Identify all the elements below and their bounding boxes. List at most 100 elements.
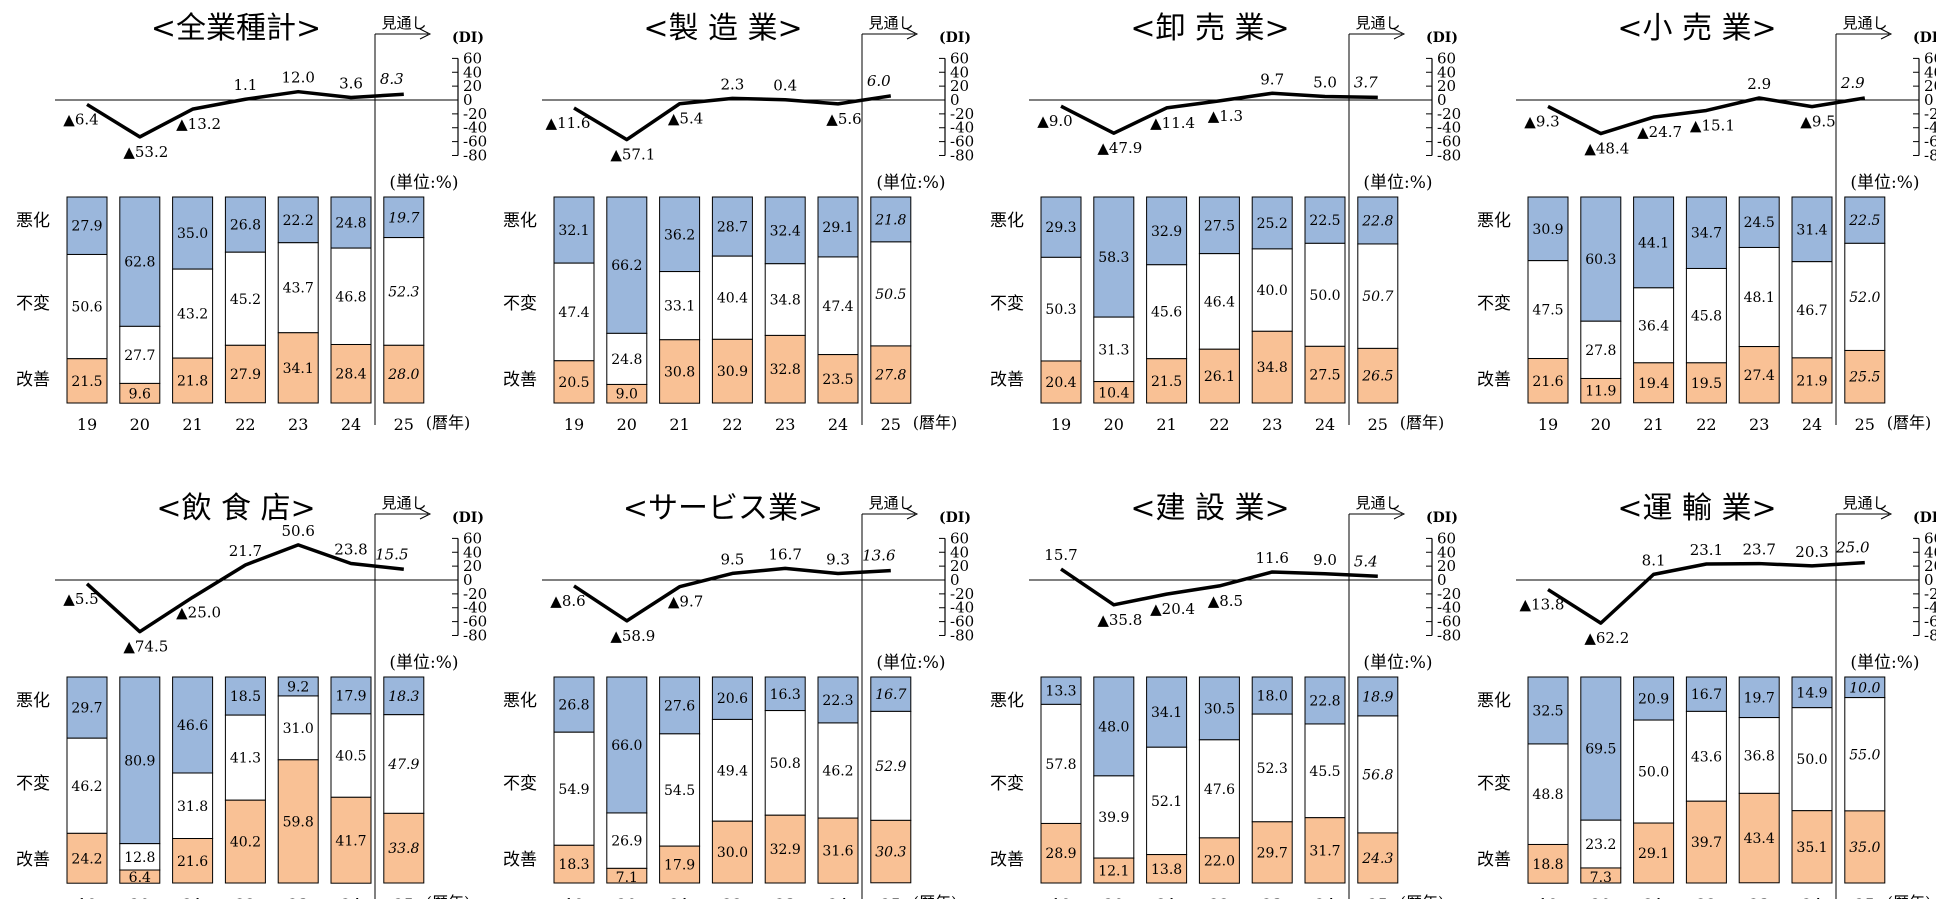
di-line [1547, 96, 1866, 136]
di-value-label: 12.0 [281, 69, 314, 87]
di-tick-label: -20 [950, 105, 974, 123]
di-axis-label: (DI) [1426, 30, 1458, 46]
di-value-label: ▲9.3 [1524, 112, 1559, 130]
di-tick-label: -80 [463, 626, 487, 644]
bar-value-label: 31.6 [822, 844, 853, 860]
di-value-label: ▲47.9 [1097, 139, 1142, 157]
row-label: 改善 [990, 370, 1024, 390]
di-value-label: 23.8 [334, 540, 367, 558]
bar-value-label: 27.5 [1309, 368, 1340, 384]
di-value-label: 3.7 [1354, 73, 1378, 91]
bar-segment [606, 812, 648, 869]
row-label: 改善 [16, 370, 50, 390]
unit-label: (単位:%) [1363, 173, 1432, 193]
bar-value-label: 30.5 [1204, 701, 1235, 717]
bar-segment [1791, 357, 1833, 404]
x-tick-label: 24 [1315, 895, 1335, 899]
x-tick-label: 25 [881, 415, 901, 434]
x-tick-label: 21 [1643, 895, 1663, 899]
bar-segment [1738, 792, 1780, 884]
di-value-label: ▲57.1 [610, 146, 655, 164]
x-tick-label: 22 [1696, 895, 1716, 899]
di-value-label: ▲62.2 [1584, 629, 1629, 647]
bar-value-label: 46.2 [822, 764, 853, 780]
di-tick-label: -40 [950, 119, 974, 137]
bar-value-label: 7.1 [616, 870, 638, 886]
di-value-label: ▲8.5 [1208, 592, 1243, 610]
bar-value-label: 10.4 [1098, 385, 1129, 401]
bar-segment [224, 676, 266, 716]
di-tick-label: -40 [1924, 119, 1936, 137]
di-axis-label: (DI) [452, 510, 484, 526]
chart-title: <卸 売 業> [1130, 11, 1289, 46]
di-value-label: 50.6 [281, 522, 314, 540]
di-value-label: 5.0 [1313, 74, 1337, 92]
bar-segment [1844, 810, 1886, 884]
di-line [85, 543, 404, 634]
di-tick-label: -60 [1437, 613, 1461, 631]
di-value-label: ▲6.4 [63, 110, 98, 128]
bar-value-label: 34.7 [1691, 226, 1722, 242]
di-tick-label: 20 [463, 557, 482, 575]
bar-value-label: 21.8 [177, 374, 208, 390]
chart-panel: <卸 売 業> (DI)見通し6040200-20-40-60-80▲9.0▲47… [990, 11, 1461, 434]
bar-value-label: 47.9 [387, 757, 419, 773]
bar-segment [711, 196, 753, 257]
di-value-label: ▲9.5 [1800, 113, 1835, 131]
bar-value-label: 19.7 [388, 210, 419, 226]
di-tick-label: -80 [1924, 146, 1936, 164]
x-tick-label: 24 [828, 895, 848, 899]
bar-segment [172, 838, 214, 884]
x-tick-label: 20 [130, 895, 150, 899]
bar-value-label: 47.4 [558, 305, 589, 321]
bar-segment [1251, 330, 1293, 404]
di-value-label: 0.4 [773, 77, 797, 95]
di-tick-label: 40 [1437, 543, 1456, 561]
bar-value-label: 36.2 [664, 227, 695, 243]
bar-segment [1146, 854, 1188, 884]
di-tick-label: -20 [1924, 105, 1936, 123]
bar-value-label: 49.4 [717, 763, 748, 779]
row-label: 悪化 [16, 691, 50, 711]
di-tick-label: -60 [463, 613, 487, 631]
di-tick-label: 60 [463, 529, 482, 547]
bar-value-label: 46.4 [1204, 294, 1235, 310]
di-tick-label: 20 [1437, 557, 1456, 575]
bar-value-label: 50.6 [71, 300, 102, 316]
di-value-label: 20.3 [1795, 543, 1828, 561]
di-value-label: 8.1 [1642, 551, 1666, 569]
di-value-label: ▲15.1 [1690, 116, 1735, 134]
bar-value-label: 35.0 [177, 226, 208, 242]
di-tick-label: -60 [950, 133, 974, 151]
bar-value-label: 26.5 [1361, 369, 1393, 385]
bar-segment [1357, 676, 1399, 717]
di-value-label: 1.1 [233, 76, 257, 94]
bar-value-label: 27.9 [71, 219, 102, 235]
bar-value-label: 21.6 [1532, 374, 1563, 390]
bar-segment [870, 345, 912, 404]
di-tick-label: -20 [1437, 105, 1461, 123]
bar-value-label: 28.0 [387, 367, 419, 383]
di-tick-label: 60 [1437, 529, 1456, 547]
di-value-label: 13.6 [862, 547, 896, 565]
di-value-label: 9.7 [1260, 70, 1284, 88]
di-tick-label: -80 [1437, 626, 1461, 644]
bar-value-label: 32.4 [770, 223, 801, 239]
chart-panel: <運 輸 業>(DI)見通し6040200-20-40-60-80▲13.8▲6… [1477, 491, 1936, 903]
bar-value-label: 27.4 [1744, 368, 1775, 384]
bar-value-label: 13.3 [1045, 684, 1076, 700]
bar-segment [119, 869, 161, 884]
bar-segment [659, 271, 701, 341]
row-label: 悪化 [990, 211, 1024, 231]
di-tick-label: 20 [1924, 77, 1936, 95]
x-unit-label: (暦年) [1887, 893, 1932, 899]
row-label: 悪化 [503, 211, 537, 231]
chart-panel: <製 造 業> (DI)見通し6040200-20-40-60-80▲11.6▲5… [503, 11, 974, 434]
bar-segment [330, 247, 372, 345]
forecast-label: 見通し [1842, 14, 1887, 32]
x-tick-label: 24 [341, 415, 361, 434]
bar-value-label: 17.9 [664, 858, 695, 874]
bar-segment [1527, 743, 1569, 845]
di-tick-label: -40 [1437, 599, 1461, 617]
di-tick-label: 20 [950, 77, 969, 95]
